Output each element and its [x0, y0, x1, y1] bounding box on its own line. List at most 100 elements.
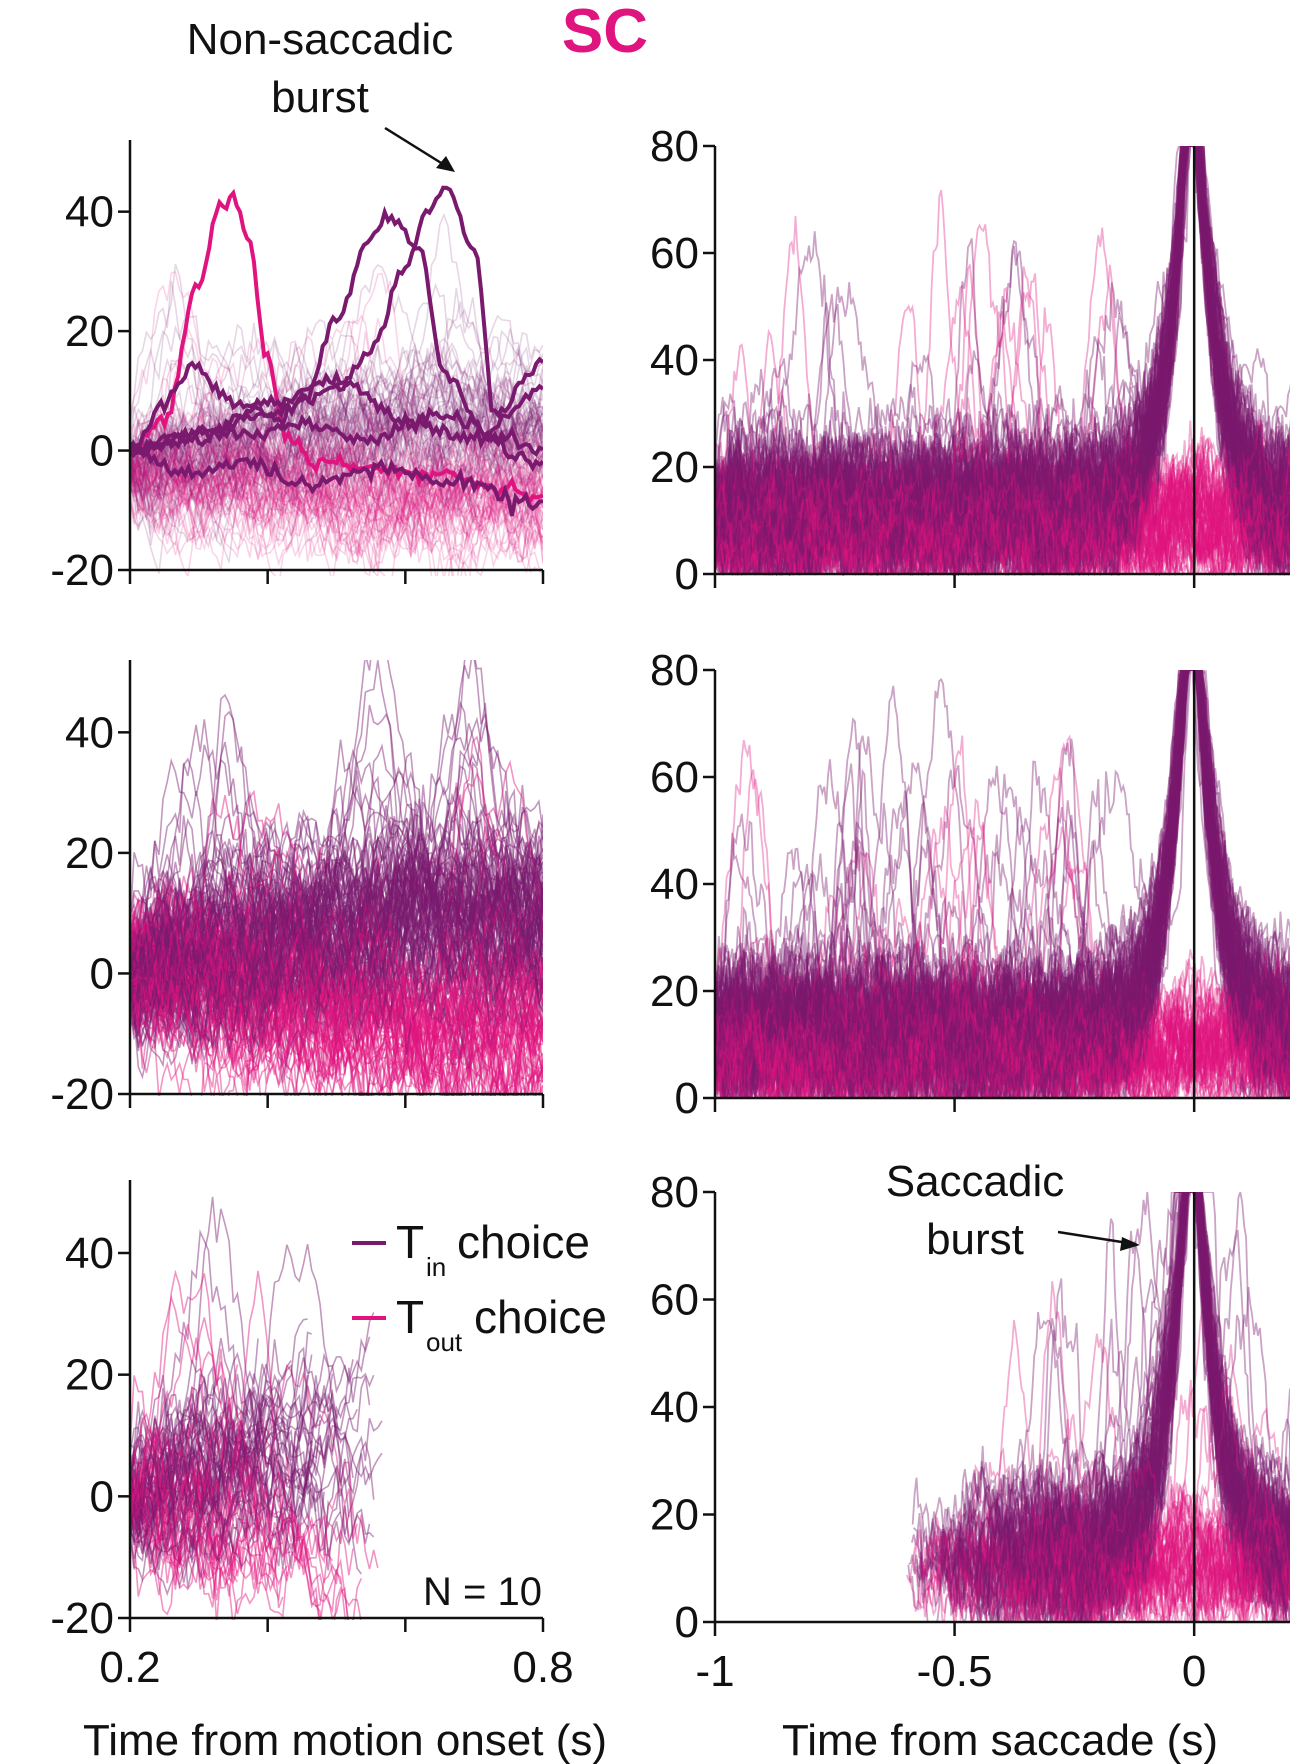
trace-line — [130, 414, 543, 576]
trace-line — [130, 820, 543, 993]
trace-line — [130, 410, 543, 553]
trace-line — [130, 938, 543, 1096]
trace-line — [130, 911, 543, 1096]
trace-line — [130, 893, 543, 1095]
trace-line — [1028, 1460, 1290, 1622]
trace-line — [715, 146, 1290, 558]
trace-line — [715, 670, 1290, 1098]
trace-line — [963, 1192, 1290, 1610]
trace-line — [715, 307, 1290, 576]
trace-line — [715, 146, 1290, 576]
trace-line — [715, 963, 1290, 1098]
trace-line — [715, 397, 1290, 574]
trace-line — [130, 863, 543, 1048]
trace-line — [715, 670, 1290, 1087]
trace-line — [913, 1508, 1290, 1612]
trace-line — [1027, 1192, 1290, 1622]
trace-line — [130, 338, 543, 509]
trace-line — [130, 822, 543, 1034]
trace-line — [715, 146, 1290, 575]
trace-line — [1004, 1497, 1290, 1622]
trace-line — [715, 146, 1290, 564]
trace-line — [715, 146, 1290, 575]
trace-line — [715, 453, 1290, 576]
trace-line — [130, 838, 543, 1096]
trace-line — [715, 146, 1290, 575]
trace-line — [715, 449, 1290, 576]
trace-line — [130, 873, 543, 1056]
trace-line — [715, 670, 1290, 1093]
trace-line — [130, 871, 543, 1020]
trace-line — [715, 670, 1290, 1098]
trace-line — [130, 930, 543, 1093]
trace-line — [1063, 1192, 1290, 1622]
trace-line — [961, 1192, 1290, 1622]
n-label: N = 10 — [423, 1570, 542, 1614]
trace-line — [715, 146, 1290, 575]
trace-line — [965, 1192, 1290, 1622]
legend-tin-subscript: in — [426, 1252, 446, 1282]
trace-line — [715, 146, 1290, 575]
trace-line — [940, 1463, 1290, 1622]
trace-line — [130, 816, 543, 1055]
trace-line — [1003, 1192, 1290, 1610]
trace-line — [715, 954, 1290, 1098]
trace-line — [130, 425, 543, 576]
trace-line — [940, 1192, 1290, 1622]
trace-line — [130, 784, 543, 1006]
trace-line — [715, 285, 1290, 575]
trace-line — [130, 757, 543, 1028]
trace-line — [130, 743, 543, 1024]
trace-line — [130, 813, 543, 1018]
legend-tin-label: choice — [457, 1216, 590, 1268]
trace-line — [130, 1426, 222, 1553]
trace-line — [1016, 1475, 1290, 1622]
trace-line — [715, 146, 1290, 576]
trace-line — [130, 314, 543, 496]
trace-line — [715, 983, 1290, 1098]
trace-line — [715, 146, 1290, 575]
trace-line — [715, 146, 1290, 575]
trace-line — [130, 916, 543, 1096]
trace-line — [974, 1192, 1290, 1588]
trace-line — [130, 936, 543, 1096]
trace-line — [130, 892, 543, 1062]
trace-line — [715, 343, 1290, 576]
trace-line — [1022, 1192, 1290, 1622]
trace-line — [715, 670, 1290, 1098]
trace-line — [715, 449, 1290, 576]
trace-line — [130, 1373, 334, 1519]
trace-line — [130, 1448, 276, 1587]
trace-line — [1051, 1192, 1290, 1612]
trace-line — [130, 924, 543, 1089]
trace-line — [715, 670, 1290, 1098]
trace-line — [958, 1192, 1290, 1615]
trace-line — [715, 826, 1290, 1098]
trace-line — [715, 146, 1290, 576]
trace-line — [1003, 1407, 1290, 1622]
trace-line — [130, 829, 543, 1035]
trace-line — [715, 446, 1290, 576]
trace-line — [130, 878, 543, 1045]
trace-line — [130, 374, 543, 524]
trace-line — [130, 1331, 313, 1583]
y-tick-label: 40 — [65, 1229, 114, 1278]
trace-line — [1069, 1512, 1290, 1622]
trace-line — [130, 913, 543, 1096]
trace-line — [988, 1192, 1290, 1603]
trace-line — [130, 430, 543, 576]
trace-line — [715, 146, 1290, 575]
trace-line — [715, 670, 1290, 1098]
trace-line — [130, 1243, 371, 1564]
trace-line — [130, 821, 543, 1046]
trace-line — [130, 799, 543, 1017]
trace-line — [130, 320, 543, 537]
trace-line — [1048, 1192, 1290, 1554]
trace-line — [130, 855, 543, 1048]
trace-line — [715, 146, 1290, 575]
trace-line — [130, 921, 543, 1096]
trace-line — [1059, 1483, 1290, 1622]
trace-line — [130, 723, 543, 1027]
trace-line — [130, 375, 543, 497]
trace-line — [715, 476, 1290, 576]
